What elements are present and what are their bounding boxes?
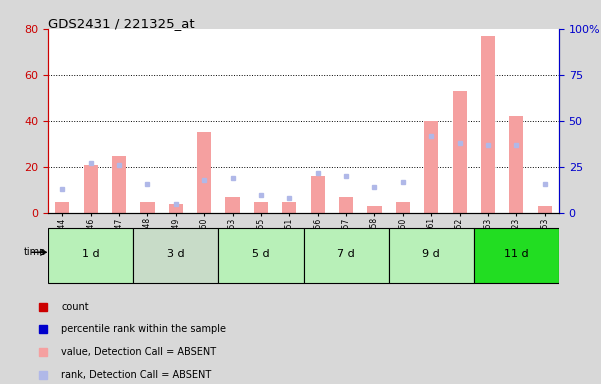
Bar [254, 202, 268, 213]
Bar [424, 121, 438, 213]
Bar [339, 197, 353, 213]
Bar [395, 202, 410, 213]
FancyBboxPatch shape [474, 228, 559, 283]
Bar [311, 176, 325, 213]
Bar [282, 202, 296, 213]
FancyBboxPatch shape [218, 228, 304, 283]
Bar [55, 202, 69, 213]
FancyBboxPatch shape [304, 228, 389, 283]
Bar [169, 204, 183, 213]
Bar [112, 156, 126, 213]
Text: 1 d: 1 d [82, 249, 99, 259]
FancyBboxPatch shape [389, 228, 474, 283]
Bar [453, 91, 467, 213]
Text: value, Detection Call = ABSENT: value, Detection Call = ABSENT [61, 347, 216, 357]
Bar [140, 202, 154, 213]
Text: count: count [61, 302, 89, 312]
Bar [84, 165, 98, 213]
Text: time: time [23, 247, 46, 257]
FancyBboxPatch shape [48, 228, 133, 283]
Text: 9 d: 9 d [423, 249, 440, 259]
Text: 5 d: 5 d [252, 249, 270, 259]
Bar [481, 36, 495, 213]
Bar [509, 116, 523, 213]
FancyBboxPatch shape [133, 228, 218, 283]
Text: GDS2431 / 221325_at: GDS2431 / 221325_at [48, 17, 195, 30]
Text: rank, Detection Call = ABSENT: rank, Detection Call = ABSENT [61, 369, 212, 380]
Text: 7 d: 7 d [337, 249, 355, 259]
Bar [225, 197, 240, 213]
Text: percentile rank within the sample: percentile rank within the sample [61, 324, 227, 334]
Bar [538, 206, 552, 213]
Bar [197, 132, 212, 213]
Text: 3 d: 3 d [167, 249, 185, 259]
Text: 11 d: 11 d [504, 249, 529, 259]
Bar [367, 206, 382, 213]
